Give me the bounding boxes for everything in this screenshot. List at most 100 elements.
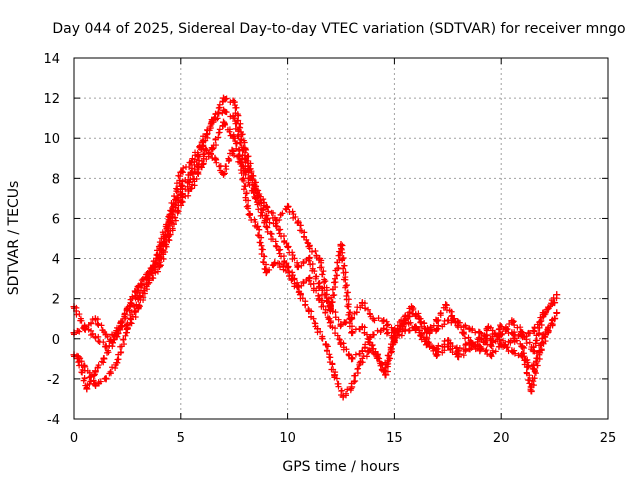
- data-point: [508, 317, 516, 325]
- data-point: [510, 335, 518, 343]
- data-point: [529, 347, 537, 355]
- data-point: [102, 343, 110, 351]
- data-point: [508, 329, 516, 337]
- data-point: [553, 291, 561, 299]
- data-point: [316, 283, 324, 291]
- data-point: [211, 154, 219, 162]
- y-tick-label: -2: [47, 373, 60, 388]
- data-point: [102, 331, 110, 339]
- data-point: [262, 202, 270, 210]
- y-tick-label: 4: [52, 253, 60, 268]
- data-point: [177, 168, 185, 176]
- x-tick-labels: 0 5 10 15 20 25: [70, 431, 616, 446]
- data-point: [220, 118, 228, 126]
- data-point: [254, 222, 262, 230]
- data-point: [294, 263, 302, 271]
- data-point: [187, 184, 195, 192]
- data-point: [220, 106, 228, 114]
- data-point: [519, 329, 527, 337]
- data-point: [209, 144, 217, 152]
- data-point: [331, 371, 339, 379]
- data-point: [314, 325, 322, 333]
- data-point: [369, 345, 377, 353]
- data-point: [284, 243, 292, 251]
- data-point: [348, 383, 356, 391]
- data-point: [390, 329, 398, 337]
- data-point: [465, 325, 473, 333]
- data-point: [305, 275, 313, 283]
- data-point: [288, 275, 296, 283]
- data-point: [339, 393, 347, 401]
- data-point: [373, 351, 381, 359]
- data-point: [296, 291, 304, 299]
- y-tick-label: 6: [52, 212, 60, 227]
- data-point: [245, 210, 253, 218]
- data-point: [123, 321, 131, 329]
- data-point: [444, 317, 452, 325]
- x-axis-label: GPS time / hours: [282, 459, 399, 475]
- data-point: [271, 259, 279, 267]
- data-point: [459, 329, 467, 337]
- data-point: [425, 327, 433, 335]
- data-point: [358, 323, 366, 331]
- x-tick-label: 10: [279, 431, 296, 446]
- data-point: [337, 241, 345, 249]
- data-point: [529, 327, 537, 335]
- data-point: [356, 359, 364, 367]
- x-tick-label: 5: [177, 431, 185, 446]
- data-point: [220, 170, 228, 178]
- data-point: [465, 345, 473, 353]
- data-point: [326, 307, 334, 315]
- data-point: [433, 317, 441, 325]
- data-point: [81, 323, 89, 331]
- data-point: [108, 339, 116, 347]
- data-point: [497, 323, 505, 331]
- y-tick-label: 14: [43, 52, 60, 67]
- data-points: [70, 94, 561, 401]
- y-tick-label: 12: [43, 92, 60, 107]
- data-point: [279, 263, 287, 271]
- data-point: [91, 315, 99, 323]
- series-trace: [75, 145, 560, 399]
- data-point: [399, 323, 407, 331]
- data-point: [487, 351, 495, 359]
- data-point: [143, 271, 151, 279]
- data-point: [493, 333, 501, 341]
- data-point: [209, 116, 217, 124]
- data-point: [476, 329, 484, 337]
- data-point: [294, 218, 302, 226]
- plot-frame: [73, 57, 609, 420]
- y-tick-label: 0: [52, 333, 60, 348]
- data-point: [484, 323, 492, 331]
- data-point: [536, 349, 544, 357]
- data-point: [433, 325, 441, 333]
- data-point: [252, 194, 260, 202]
- data-point: [100, 355, 108, 363]
- data-point: [305, 243, 313, 251]
- data-point: [358, 299, 366, 307]
- data-point: [185, 178, 193, 186]
- data-point: [273, 243, 281, 251]
- data-point: [442, 301, 450, 309]
- data-point: [134, 305, 142, 313]
- data-point: [444, 337, 452, 345]
- data-point: [202, 146, 210, 154]
- data-point: [501, 341, 509, 349]
- data-point: [540, 309, 548, 317]
- x-tick-label: 25: [600, 431, 617, 446]
- data-point: [91, 381, 99, 389]
- data-point: [81, 363, 89, 371]
- data-point: [544, 327, 552, 335]
- y-axis-label: SDTVAR / TECUs: [6, 181, 22, 296]
- data-point: [237, 158, 245, 166]
- data-point: [91, 333, 99, 341]
- data-point: [476, 347, 484, 355]
- data-point: [348, 355, 356, 363]
- data-point: [519, 343, 527, 351]
- data-point: [102, 375, 110, 383]
- data-point: [382, 371, 390, 379]
- series-trace: [71, 95, 560, 344]
- data-point: [337, 321, 345, 329]
- data-point: [369, 331, 377, 339]
- x-tick-label: 0: [70, 431, 78, 446]
